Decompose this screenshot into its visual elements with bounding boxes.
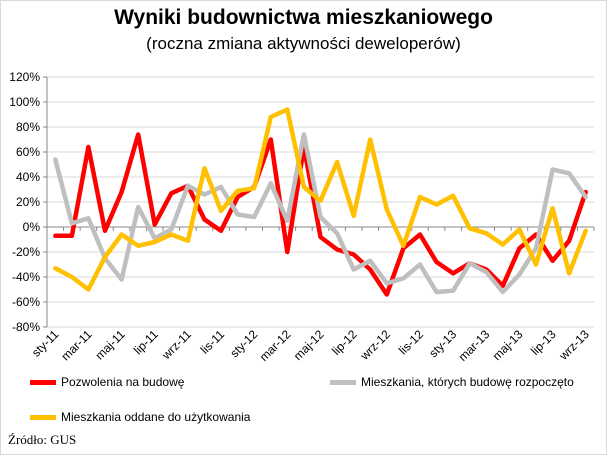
x-tick-label: wrz-13 [556, 327, 592, 363]
x-tick-label: maj-13 [490, 327, 526, 363]
x-tick-label: maj-12 [291, 327, 327, 363]
x-tick-label: lip-11 [131, 327, 161, 357]
legend-label-rozpoczete: Mieszkania, których budowę rozpoczęto [361, 375, 574, 389]
x-tick-label: lip-13 [528, 327, 559, 358]
y-tick-label: 20% [16, 195, 40, 209]
y-tick-label: -60% [12, 295, 40, 309]
x-tick-label: mar-12 [257, 327, 294, 364]
x-tick-label: sty-13 [426, 327, 459, 360]
series-line-1 [53, 132, 588, 295]
y-tick-label: -40% [12, 270, 40, 284]
legend-swatch-rozpoczete [330, 380, 356, 385]
legend-swatch-pozwolenia [30, 380, 56, 385]
y-tick-label: 0% [23, 220, 41, 234]
y-tick-label: 100% [9, 95, 40, 109]
y-tick-label: -20% [12, 245, 40, 259]
legend-label-oddane: Mieszkania oddane do użytkowania [61, 410, 251, 424]
x-tick-label: sty-12 [227, 327, 260, 360]
x-tick-label: maj-11 [93, 327, 128, 362]
x-tick-label: lis-12 [396, 327, 426, 357]
chart-subtitle: (roczna zmiana aktywności deweloperów) [146, 34, 461, 53]
y-tick-label: -80% [12, 320, 40, 334]
y-tick-label: 40% [16, 170, 40, 184]
y-tick-labels: -80% -60% -40% -20% 0% 20% 40% 60% 80% 100% 120% [9, 70, 40, 334]
x-tick-label: lip-12 [329, 327, 360, 358]
x-tick-label: mar-13 [456, 327, 493, 364]
x-tick-label: lis-11 [198, 327, 228, 357]
x-tick-label: mar-11 [58, 327, 94, 363]
y-tick-label: 80% [16, 120, 40, 134]
y-tick-label: 120% [9, 70, 40, 84]
x-tick-label: wrz-12 [357, 327, 393, 363]
chart-title: Wyniki budownictwa mieszkaniowego [114, 6, 493, 29]
series-line-0 [53, 132, 588, 297]
legend-label-pozwolenia: Pozwolenia na budowę [61, 375, 185, 389]
y-tick-label: 60% [16, 145, 40, 159]
series-line-2 [53, 107, 588, 292]
x-tick-label: wrz-11 [159, 327, 195, 363]
source-note: Źródło: GUS [8, 432, 77, 447]
series-lines [53, 107, 588, 297]
legend-swatch-oddane [30, 415, 56, 420]
